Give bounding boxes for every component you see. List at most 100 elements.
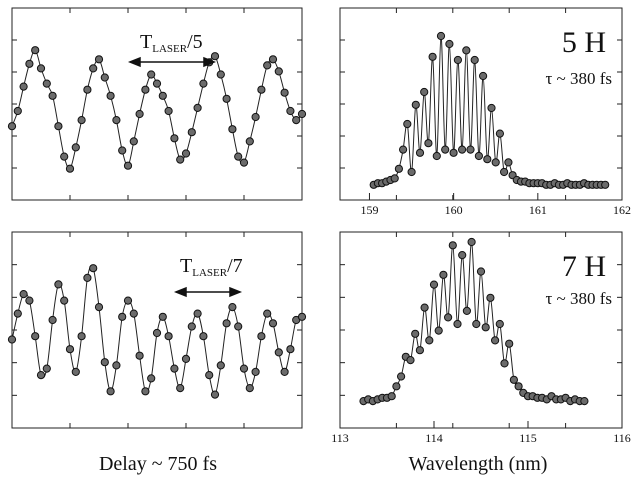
delay-7h-point-39 [234,322,243,331]
spectrum-7h-point-25 [476,267,486,276]
spectrum-5h-point-21 [458,145,467,154]
delay-7h-point-15 [94,303,104,312]
spectrum-5h-point-7 [399,145,408,154]
spectrum-7h-point-19 [448,241,457,250]
delay-7h-annotation-base: T [180,255,192,277]
delay-7h-annotation: TLASER/7 [180,255,243,279]
delay-7h-point-25 [152,328,162,338]
spectrum-5h-point-18 [445,39,454,49]
delay-5h-ticks [12,8,302,200]
spectrum-5h-point-10 [411,100,420,109]
delay-7h-point-7 [48,315,57,325]
delay-7h-point-13 [83,273,92,282]
spectrum-7h-point-14 [425,336,434,345]
delay-5h-point-6 [42,79,51,88]
spectrum-7h-xtick-label-1: 114 [425,431,443,445]
delay-7h-panel [7,232,307,428]
delay-7h-point-14 [89,264,98,273]
delay-5h-point-10 [65,164,75,173]
delay-7h-point-10 [65,345,75,354]
spectrum-5h-point-15 [432,151,441,161]
delay-5h-point-35 [210,52,220,61]
delay-5h-point-31 [187,128,196,137]
delay-5h-point-39 [234,152,243,161]
delay-7h-point-20 [123,296,133,305]
delay-7h-point-46 [274,348,283,357]
spectrum-5h-title: 5 H [562,26,606,59]
spectrum-7h-point-17 [439,270,448,279]
spectrum-7h-point-27 [486,293,495,302]
delay-7h-point-4 [31,332,40,341]
delay-7h-point-23 [141,387,150,396]
spectrum-7h-point-24 [472,319,481,329]
delay-7h-point-45 [268,319,278,328]
spectrum-7h-point-18 [444,313,453,322]
spectrum-5h-point-30 [495,129,504,138]
delay-7h-point-27 [164,332,173,341]
delay-5h-annotation-base: T [140,31,152,53]
delay-7h-point-50 [297,312,307,321]
delay-5h-annotation-sub: LASER [152,43,188,55]
delay-5h-point-2 [19,82,28,91]
delay-7h-point-11 [71,367,80,376]
spectrum-7h-point-31 [505,339,514,348]
spectrum-5h-xtick-label-2: 161 [529,203,547,217]
delay-5h-point-4 [31,46,40,55]
delay-5h-point-43 [257,85,266,94]
spectrum-7h-panel: 113 114 115 116 [331,232,631,445]
spectrum-7h-xtick-label-3: 116 [613,431,631,445]
spectrum-5h-point-8 [403,119,412,129]
delay-7h-point-8 [54,280,63,289]
delay-5h-point-21 [129,137,138,146]
delay-7h-point-26 [158,312,167,321]
delay-7h-point-42 [251,367,260,376]
delay-7h-point-18 [112,361,121,370]
delay-5h-point-41 [245,137,254,146]
delay-5h-point-15 [94,55,104,64]
delay-5h-point-16 [100,73,109,82]
delay-5h-point-32 [193,103,202,113]
delay-7h-point-38 [228,303,237,312]
delay-5h-point-18 [112,116,121,125]
spectrum-7h-point-32 [509,375,519,384]
delay-5h-point-5 [36,64,46,73]
delay-5h-point-33 [199,79,208,88]
delay-7h-point-21 [129,309,138,318]
delay-5h-period-arrow [127,56,217,68]
spectrum-7h-point-11 [411,329,420,338]
delay-5h-panel [7,8,307,200]
spectrum-7h-point-6 [387,392,396,401]
delay-7h-point-36 [216,361,225,370]
spectrum-7h-point-47 [580,397,589,406]
delay-5h-point-13 [83,85,92,94]
spectrum-7h-point-10 [406,356,415,365]
delay-7h-point-1 [13,309,22,318]
spectrum-7h-point-30 [500,359,509,368]
delay-7h-ticks [12,232,302,428]
delay-7h-point-22 [135,351,144,360]
delay-7h-point-34 [205,371,214,380]
spectrum-5h-point-9 [407,167,416,177]
delay-5h-point-25 [152,79,162,88]
spectrum-7h-subtitle: τ ~ 380 fs [545,289,612,308]
delay-5h-point-36 [216,70,225,79]
delay-5h-point-49 [292,116,301,125]
spectrum-5h-point-27 [483,155,492,164]
spectrum-5h-point-26 [479,71,488,81]
right-xlabel: Wavelength (nm) [409,453,548,475]
spectrum-5h-point-55 [601,180,610,189]
delay-5h-point-26 [158,91,167,100]
delay-5h-point-48 [286,106,295,116]
delay-5h-point-11 [71,143,80,152]
delay-7h-point-24 [147,374,156,383]
spectrum-5h-point-17 [441,145,450,154]
spectrum-5h-point-16 [436,31,446,41]
delay-7h-point-0 [7,335,17,344]
spectrum-7h-point-28 [491,336,500,345]
delay-7h-point-37 [222,319,231,328]
delay-5h-point-14 [89,64,98,73]
delay-7h-point-43 [257,332,266,341]
delay-7h-point-30 [181,354,191,363]
delay-7h-point-5 [36,371,46,380]
